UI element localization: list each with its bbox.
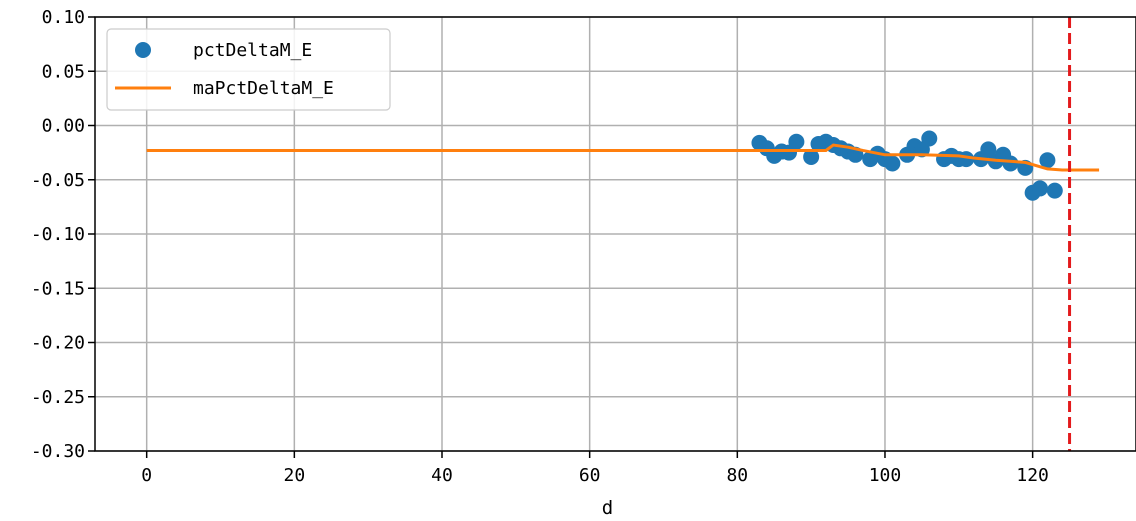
- plot-area: [146, 17, 1100, 451]
- x-tick-label: 0: [141, 465, 152, 486]
- data-point: [1046, 182, 1063, 199]
- x-tick-label: 120: [1016, 465, 1049, 486]
- data-point: [1032, 180, 1049, 197]
- y-tick-label: 0.00: [42, 116, 85, 137]
- y-tick-label: -0.30: [31, 441, 85, 462]
- x-axis-label: d: [602, 497, 613, 519]
- y-tick-label: 0.10: [42, 7, 85, 28]
- y-tick-label: -0.25: [31, 387, 85, 408]
- x-tick-label: 20: [283, 465, 305, 486]
- data-point: [1039, 152, 1056, 169]
- legend-box: [106, 28, 391, 111]
- legend-label: maPctDeltaM_E: [193, 78, 334, 99]
- legend: pctDeltaM_E maPctDeltaM_E: [106, 28, 391, 111]
- data-point: [980, 141, 997, 158]
- x-tick-label: 100: [869, 465, 902, 486]
- data-point: [788, 133, 805, 150]
- data-point: [803, 148, 820, 165]
- legend-label: pctDeltaM_E: [193, 40, 312, 61]
- data-point: [921, 130, 938, 147]
- x-tick-label: 80: [726, 465, 748, 486]
- y-tick-label: 0.05: [42, 61, 85, 82]
- data-point: [1002, 155, 1019, 172]
- legend-marker-scatter: [135, 42, 151, 58]
- y-tick-label: -0.15: [31, 278, 85, 299]
- y-tick-label: -0.20: [31, 333, 85, 354]
- x-tick-label: 60: [579, 465, 601, 486]
- y-tick-label: -0.10: [31, 224, 85, 245]
- data-point: [884, 155, 901, 172]
- axes: 0 20 40 60 80 100 120 0.10 0.05 0.00 -0.05 -0.10 -0.…: [31, 7, 1136, 519]
- series-line-maPctDeltaM_E: [146, 143, 1100, 172]
- y-tick-label: -0.05: [31, 170, 85, 191]
- x-tick-label: 40: [431, 465, 453, 486]
- grid: [95, 16, 1136, 452]
